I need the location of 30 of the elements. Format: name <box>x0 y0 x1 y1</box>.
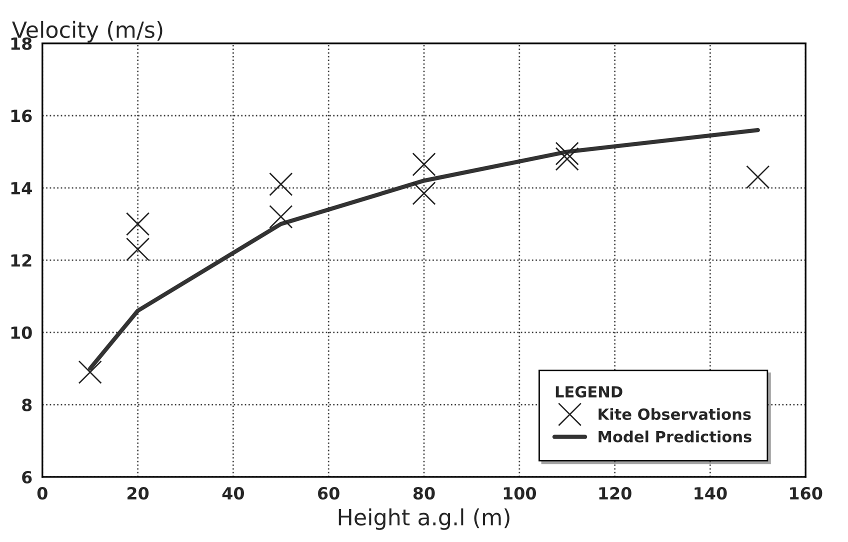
point <box>746 165 770 189</box>
x-tick-label: 0 <box>37 486 48 500</box>
line-series <box>88 128 760 371</box>
point <box>126 212 150 236</box>
legend-label: Kite Observations <box>598 408 751 420</box>
x-tick-label: 160 <box>790 486 822 500</box>
y-tick-label: 14 <box>11 182 32 194</box>
legend-title: LEGEND <box>556 386 622 398</box>
x-tick-label: 20 <box>128 486 149 500</box>
x-tick-label: 40 <box>222 486 244 500</box>
x-axis-title: Height a.g.l (m) <box>338 508 510 530</box>
x-tick-label: 80 <box>413 486 435 500</box>
point <box>269 172 293 196</box>
point <box>412 152 436 176</box>
point <box>269 204 293 229</box>
point <box>78 360 102 384</box>
y-tick-label: 6 <box>22 470 32 484</box>
x-tick-label: 120 <box>599 486 632 500</box>
y-tick-label: 12 <box>11 254 32 266</box>
point <box>412 182 436 206</box>
y-tick-label: 8 <box>22 398 32 412</box>
legend-label: Model Predictions <box>598 430 752 442</box>
y-tick-label: 16 <box>11 110 32 122</box>
point <box>126 238 150 262</box>
point <box>555 142 579 166</box>
y-tick-label: 10 <box>11 326 32 339</box>
x-tick-label: 100 <box>504 486 536 500</box>
point <box>555 147 579 171</box>
x-tick-label: 60 <box>318 486 340 500</box>
x-tick-label: 140 <box>694 486 727 500</box>
